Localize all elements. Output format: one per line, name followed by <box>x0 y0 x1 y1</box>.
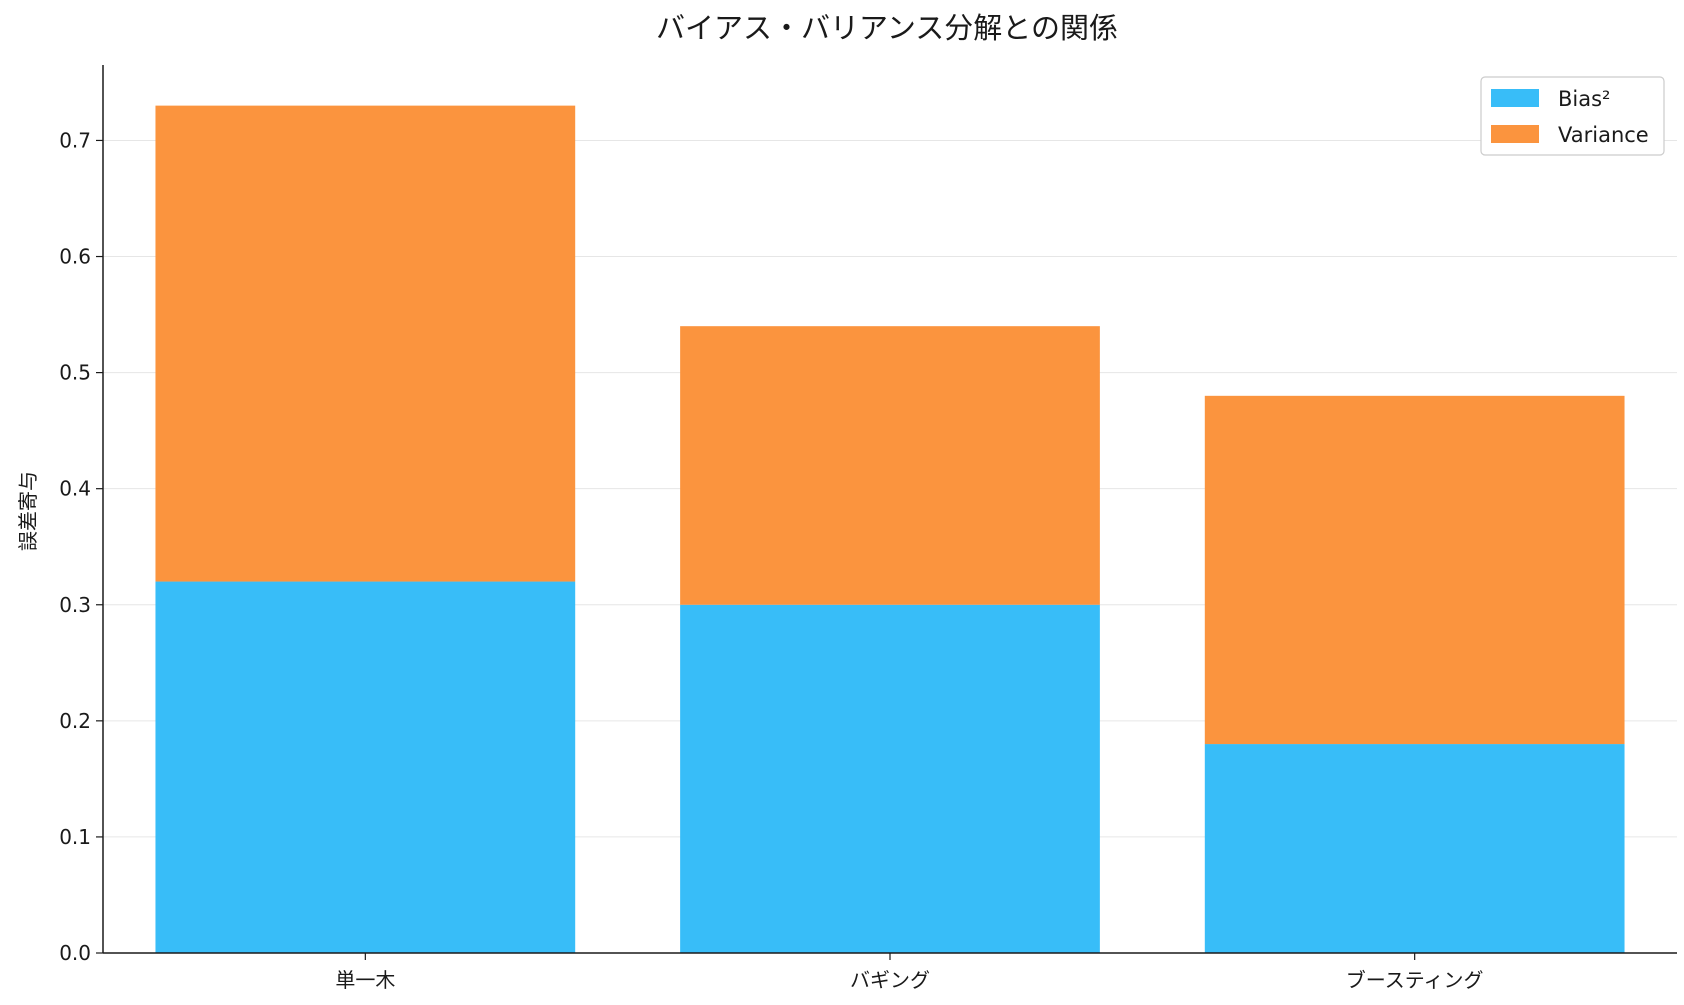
y-tick-label: 0.3 <box>59 593 91 617</box>
bar-bias-1 <box>680 604 1100 953</box>
y-ticks: 0.0 0.1 0.2 0.3 0.4 0.5 0.6 0.7 <box>59 128 103 965</box>
legend-label-bias: Bias² <box>1558 87 1610 111</box>
y-tick-label: 0.7 <box>59 128 91 152</box>
bars <box>155 105 1625 953</box>
y-tick-label: 0.4 <box>59 477 91 501</box>
y-tick-label: 0.1 <box>59 825 91 849</box>
legend-label-variance: Variance <box>1558 123 1649 147</box>
x-tick-label: ブースティング <box>1346 968 1484 992</box>
legend: Bias² Variance <box>1480 76 1665 156</box>
y-tick-label: 0.5 <box>59 361 91 385</box>
bar-bias-0 <box>155 581 576 953</box>
x-tick-label: 単一木 <box>335 968 395 992</box>
y-tick-label: 0.6 <box>59 245 91 269</box>
chart-title: バイアス・バリアンス分解との関係 <box>656 11 1118 45</box>
x-tick-label: バギング <box>850 968 930 992</box>
bar-variance-0 <box>155 105 576 582</box>
y-tick-label: 0.2 <box>59 709 91 733</box>
legend-swatch-bias <box>1491 89 1539 107</box>
y-axis-label: 誤差寄与 <box>16 471 40 551</box>
bar-bias-2 <box>1204 744 1625 953</box>
legend-swatch-variance <box>1491 125 1539 143</box>
y-tick-label: 0.0 <box>59 941 91 965</box>
bar-variance-2 <box>1204 395 1625 745</box>
x-ticks: 単一木 バギング ブースティング <box>335 953 1484 992</box>
bar-variance-1 <box>680 326 1100 605</box>
